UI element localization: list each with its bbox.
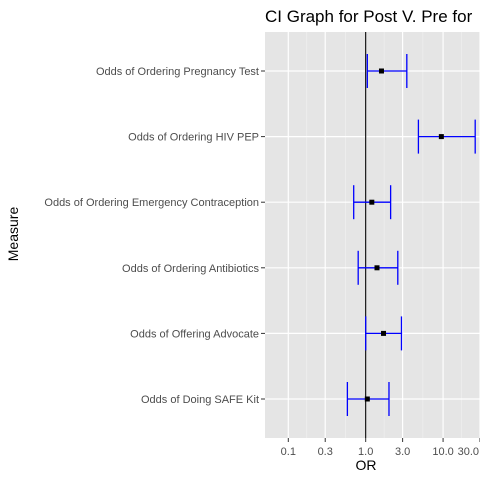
y-tick-label: Odds of Ordering HIV PEP <box>128 132 259 144</box>
y-tick-labels: Odds of Ordering Pregnancy Test Odds of O… <box>44 66 259 406</box>
point-estimate <box>438 134 444 140</box>
x-tick-labels: 0.1 0.3 1.0 3.0 10.0 30.0 <box>281 446 479 458</box>
x-tick-marks <box>287 438 480 442</box>
x-tick-label: 3.0 <box>395 446 410 458</box>
y-tick-label: Odds of Doing SAFE Kit <box>141 394 259 406</box>
error-bars <box>346 54 476 416</box>
x-tick-label: 30.0 <box>458 446 479 458</box>
point-estimate <box>369 199 375 205</box>
error-bar <box>417 119 476 154</box>
y-tick-label: Odds of Ordering Emergency Contraception <box>44 197 259 209</box>
point-estimate <box>381 330 387 336</box>
y-tick-label: Odds of Ordering Pregnancy Test <box>96 66 259 78</box>
chart-title: CI Graph for Post V. Pre for <box>265 7 473 26</box>
point-estimate <box>374 265 380 271</box>
x-tick-label: 0.1 <box>281 446 296 458</box>
y-tick-marks <box>261 70 265 400</box>
x-tick-label: 10.0 <box>432 446 453 458</box>
error-bar <box>366 54 408 88</box>
point-estimates <box>364 68 444 402</box>
point-estimate <box>378 68 384 74</box>
x-tick-label: 0.3 <box>318 446 333 458</box>
minor-gridlines <box>306 32 462 438</box>
x-tick-label: 1.0 <box>358 446 373 458</box>
y-axis-title: Measure <box>5 207 21 262</box>
x-axis-title: OR <box>356 457 377 473</box>
y-tick-label: Odds of Ordering Antibiotics <box>122 263 259 275</box>
point-estimate <box>364 396 370 402</box>
plot-panel <box>265 32 480 438</box>
y-tick-label: Odds of Offering Advocate <box>130 328 259 340</box>
